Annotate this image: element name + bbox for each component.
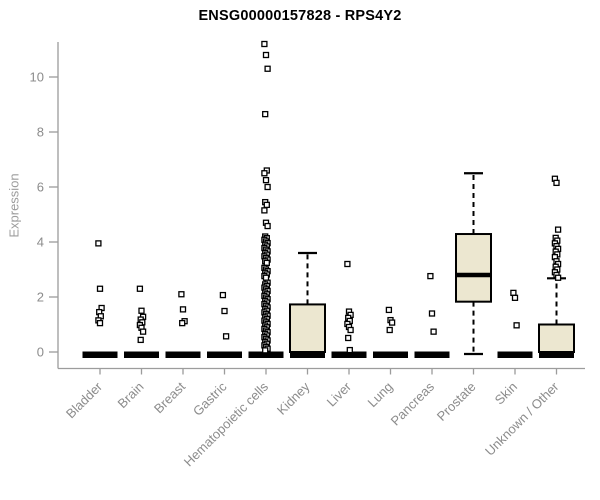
y-tick-label: 8 <box>37 125 44 140</box>
outlier-point[interactable] <box>344 260 351 268</box>
outlier-point[interactable] <box>96 285 104 292</box>
outlier-point[interactable] <box>262 274 270 281</box>
outlier-point[interactable] <box>179 306 187 313</box>
box-brain[interactable] <box>124 351 159 359</box>
outlier-point[interactable] <box>428 310 436 317</box>
outlier-point[interactable] <box>510 289 517 297</box>
outlier-point[interactable] <box>264 183 271 191</box>
outlier-point[interactable] <box>554 226 562 233</box>
outlier-point[interactable] <box>261 40 268 48</box>
x-tick-label: Prostate <box>434 379 479 424</box>
outlier-point[interactable] <box>139 328 147 335</box>
outlier-point[interactable] <box>95 240 102 247</box>
x-tick-label: Brain <box>115 379 147 411</box>
x-tick-label: Gastric <box>190 379 230 419</box>
box-bladder[interactable] <box>82 351 118 359</box>
x-tick-label: Breast <box>151 379 188 416</box>
box-prostate[interactable] <box>455 233 492 303</box>
median-line <box>539 351 574 358</box>
box-breast[interactable] <box>165 351 201 359</box>
outlier-point[interactable] <box>347 326 354 334</box>
outlier-point[interactable] <box>430 328 437 335</box>
outlier-point[interactable] <box>262 110 269 118</box>
outlier-point[interactable] <box>178 291 185 298</box>
outlier-point[interactable] <box>262 347 269 354</box>
y-tick-label: 6 <box>37 180 44 195</box>
outlier-point[interactable] <box>264 65 271 72</box>
outlier-point[interactable] <box>388 319 396 326</box>
outlier-point[interactable] <box>179 319 186 327</box>
outlier-point[interactable] <box>513 322 520 329</box>
median-line <box>290 351 325 358</box>
outlier-point[interactable] <box>96 319 104 327</box>
outlier-point[interactable] <box>345 334 352 342</box>
outlier-point[interactable] <box>386 326 393 334</box>
outlier-point[interactable] <box>263 259 270 267</box>
outlier-point[interactable] <box>346 346 353 354</box>
outlier-point[interactable] <box>261 207 268 214</box>
box-liver[interactable] <box>331 351 367 359</box>
outlier-point[interactable] <box>385 306 393 314</box>
outlier-point[interactable] <box>553 179 560 187</box>
outlier-point[interactable] <box>554 274 562 281</box>
box-hematopoietic-cells[interactable] <box>248 351 284 359</box>
box-pancreas[interactable] <box>414 351 450 359</box>
x-tick-label: Pancreas <box>388 379 438 429</box>
box-skin[interactable] <box>497 351 533 359</box>
y-tick-label: 4 <box>37 235 44 250</box>
outlier-point[interactable] <box>263 201 270 209</box>
x-tick-label: Kidney <box>274 379 313 418</box>
y-tick-label: 2 <box>37 290 44 305</box>
outlier-point[interactable] <box>427 272 434 280</box>
outlier-point[interactable] <box>511 294 519 301</box>
x-tick-label: Unknown / Other <box>482 379 562 459</box>
x-tick-label: Skin <box>492 379 520 407</box>
outlier-point[interactable] <box>138 307 145 314</box>
box-lung[interactable] <box>373 351 408 359</box>
y-tick-label: 10 <box>30 70 44 85</box>
box-kidney[interactable] <box>289 303 326 353</box>
x-tick-label: Bladder <box>63 379 106 422</box>
outlier-point[interactable] <box>261 170 268 177</box>
x-tick-label: Lung <box>365 379 396 410</box>
outlier-point[interactable] <box>221 307 228 315</box>
outlier-point[interactable] <box>262 176 270 184</box>
box-unknown-other[interactable] <box>538 323 575 353</box>
outlier-point[interactable] <box>262 51 270 59</box>
outlier-point[interactable] <box>264 222 271 230</box>
outlier-point[interactable] <box>219 291 227 299</box>
x-tick-label: Liver <box>324 379 355 410</box>
chart-title: ENSG00000157828 - RPS4Y2 <box>198 8 402 24</box>
outlier-point[interactable] <box>137 336 144 344</box>
y-tick-label: 0 <box>37 345 44 360</box>
outlier-point[interactable] <box>136 285 144 292</box>
box-gastric[interactable] <box>207 351 242 359</box>
outlier-point[interactable] <box>222 333 230 340</box>
